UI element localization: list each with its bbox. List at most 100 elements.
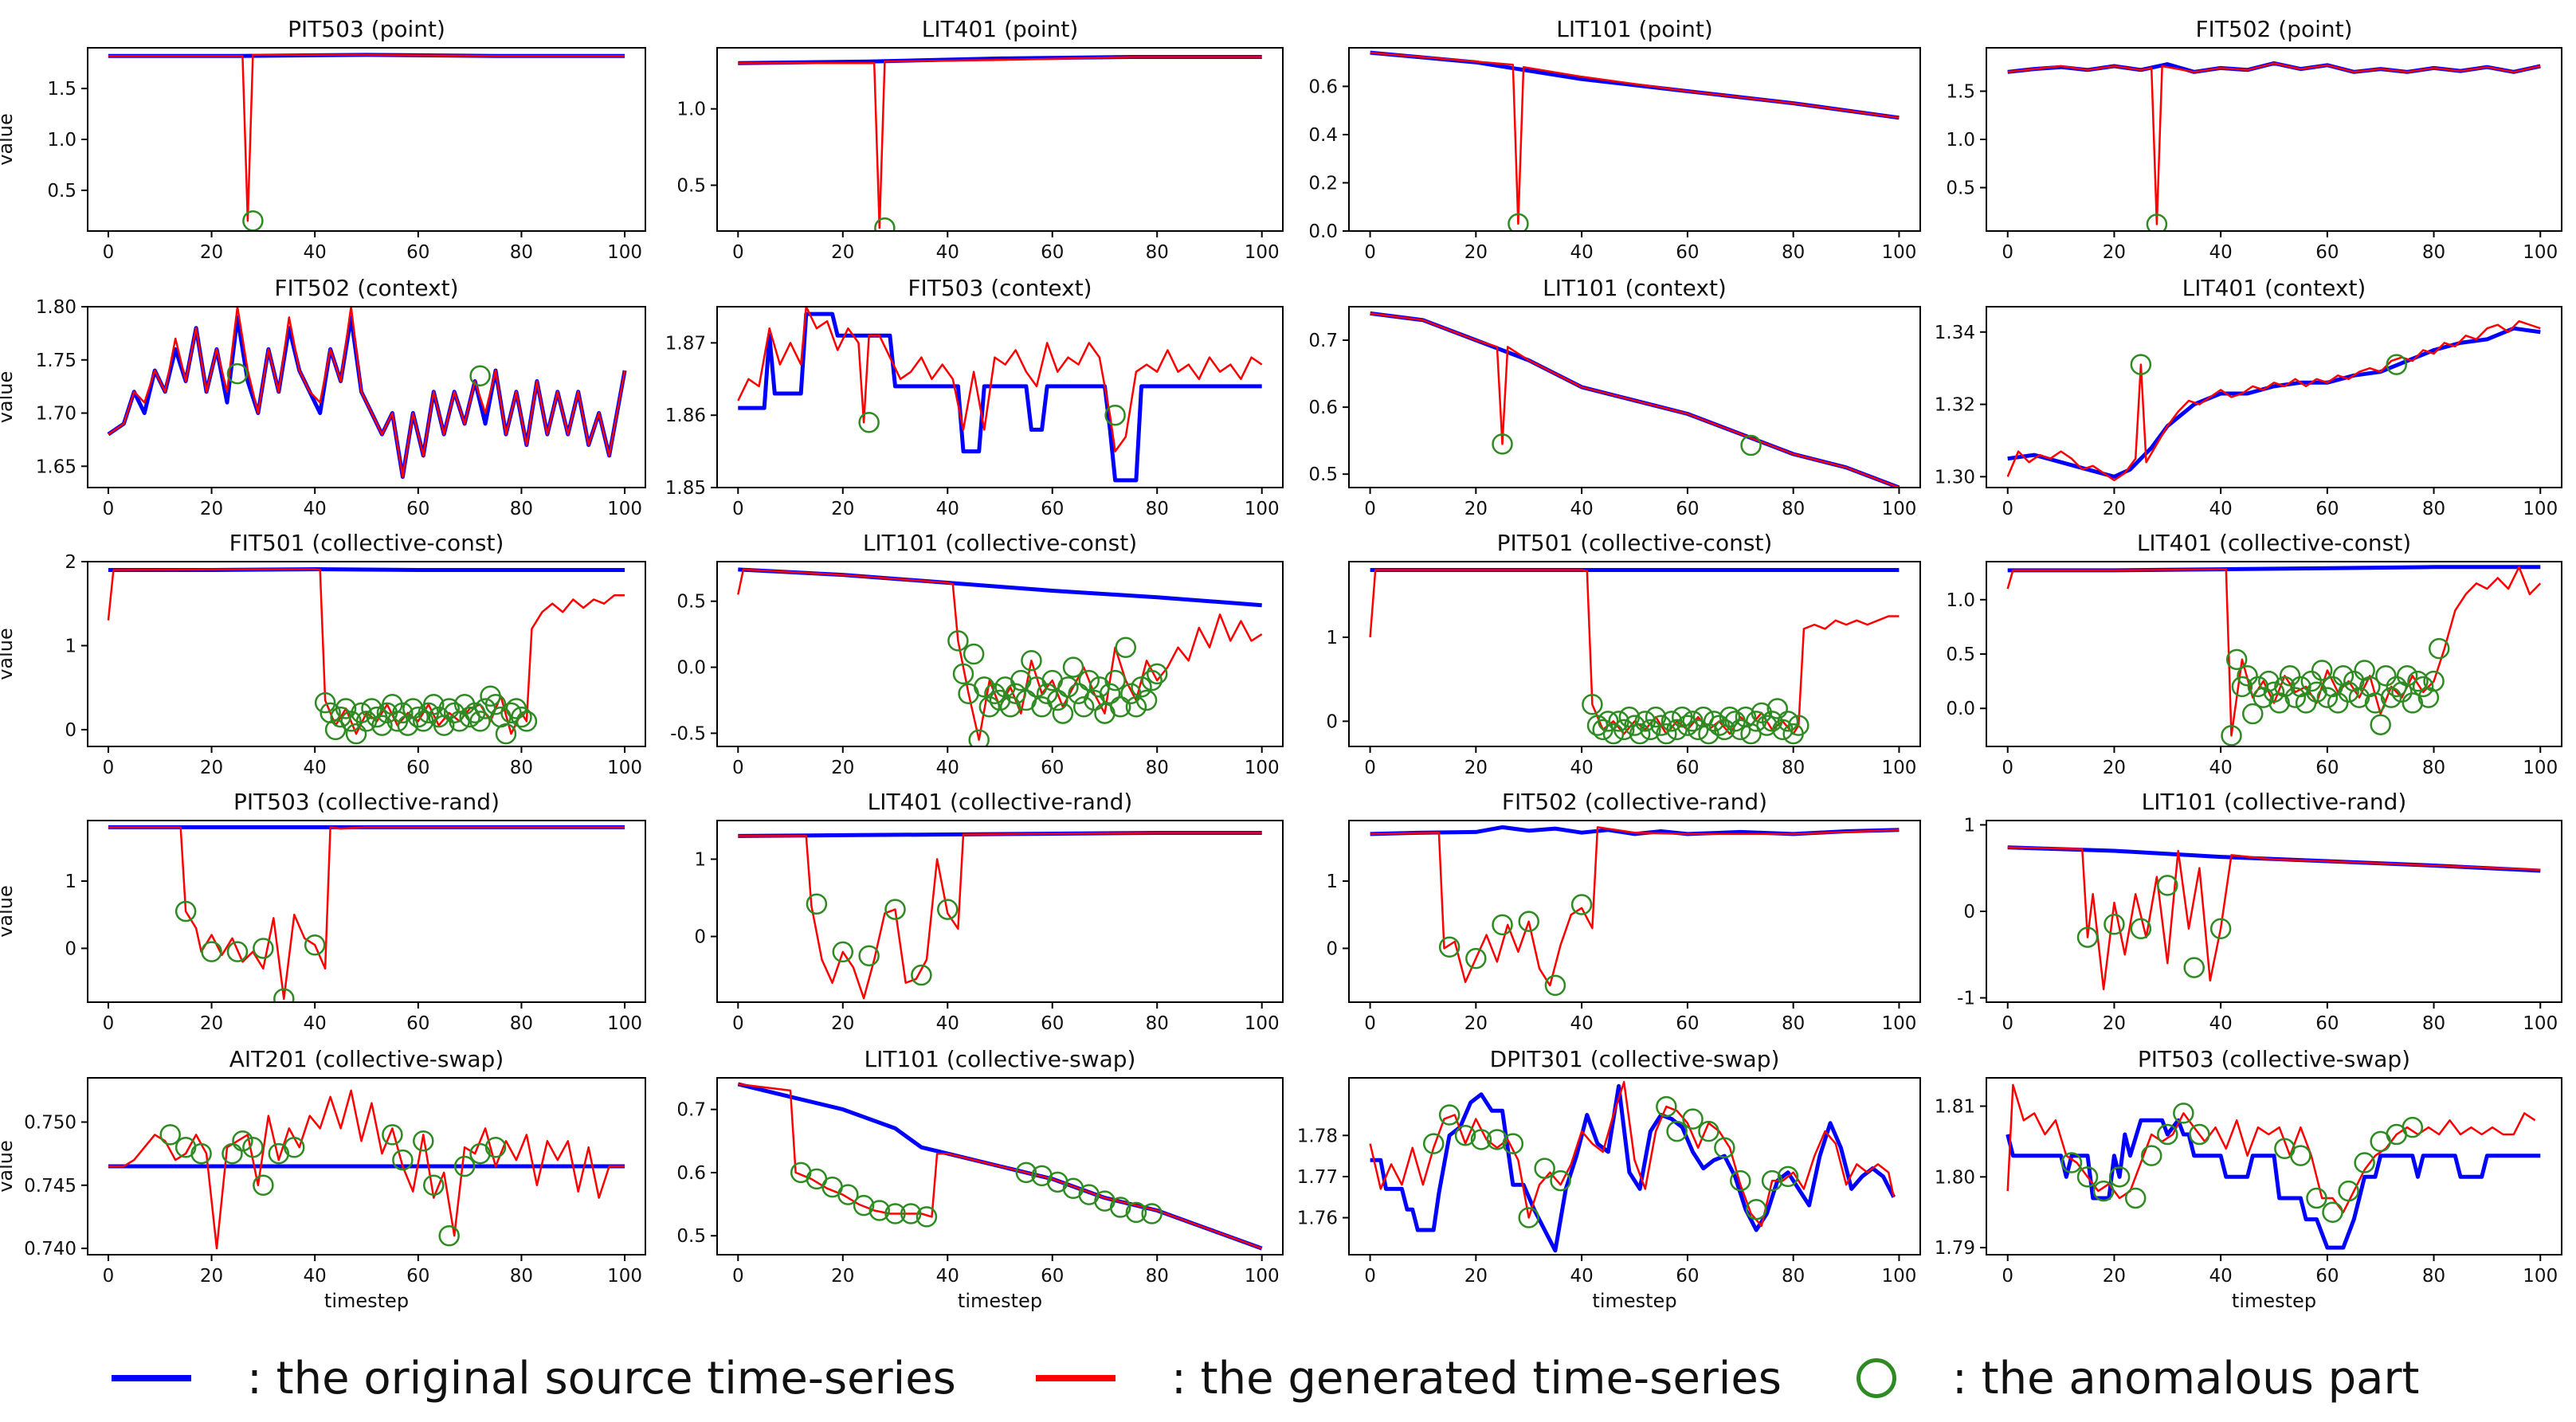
chart-series-group [738,831,1262,1000]
anomaly-marker [1761,1169,1783,1192]
x-tick-label: 60 [1041,499,1064,519]
anomaly-marker [1582,694,1603,715]
anomaly-marker [1656,1095,1677,1118]
anomaly-marker [1057,676,1079,698]
anomaly-marker [253,1174,274,1197]
anomaly-marker [2092,1180,2115,1202]
y-tick-label: 1 [65,872,76,892]
x-tick-label: 80 [2422,1013,2445,1034]
anomaly-marker [453,1155,476,1177]
anomaly-marker [511,706,532,728]
x-tick-label: 100 [1881,1266,1916,1287]
anomaly-marker [423,694,445,715]
x-tick-label: 100 [607,758,642,778]
y-axis-label: value [0,1140,17,1193]
anomaly-marker [2284,687,2306,708]
y-tick-label: 1.0 [676,100,706,120]
anomaly-marker [1099,683,1121,704]
anomaly-marker [2375,665,2397,687]
anomaly-marker [253,938,274,959]
y-tick-label: 0.5 [1308,464,1338,485]
x-tick-label: 40 [936,758,959,778]
x-tick-label: 100 [1245,499,1280,519]
x-tick-label: 20 [200,1013,223,1034]
y-tick-label: 1.85 [665,478,706,499]
anomaly-marker [2060,1152,2083,1173]
chart-title: LIT401 (context) [2182,275,2366,301]
chart-frame [716,306,1284,488]
anomaly-marker [2076,926,2099,948]
anomaly-marker [2402,692,2424,714]
anomaly-marker [2104,914,2125,935]
anomaly-marker [2231,676,2253,698]
y-axis-label: value [0,628,17,680]
x-tick-label: 100 [1245,758,1280,778]
chart-title: PIT503 (collective-swap) [2138,1046,2410,1072]
chart-series-group [108,825,625,1002]
chart-frame [716,1077,1284,1256]
chart-series-group [1369,1080,1896,1253]
y-tick-label: 1.81 [1935,1097,1975,1118]
anomaly-marker [1550,1169,1571,1192]
anomaly-marker [2183,957,2205,978]
y-tick-label: 1.0 [47,130,76,151]
anomaly-marker [1777,711,1799,732]
chart-series-group [737,307,1263,483]
x-tick-label: 60 [406,499,429,519]
chart-frame [1986,47,2562,232]
chart-frame [1348,561,1921,747]
anomaly-marker [242,210,264,231]
anomaly-marker [516,711,538,732]
chart-r2c3: LIT101 (context) 0 20 40 60 80 100 0.5 0.6 0.7 [1308,275,1921,519]
x-tick-label: 20 [831,1013,854,1034]
chart-title: LIT101 (collective-rand) [2142,789,2407,815]
chart-r5c1: AIT201 (collective-swap) 0 20 40 60 80 100 0.74… [0,1046,646,1312]
legend-anomaly-label: : the anomalous part [1952,1352,2420,1404]
x-tick-label: 80 [2422,1266,2445,1287]
chart-r2c1: FIT502 (context) 0 20 40 60 80 100 1.65 1.70 1.75… [0,275,646,519]
anomaly-marker [174,900,197,923]
anomaly-marker [423,1174,445,1197]
anomaly-marker [868,1200,891,1221]
anomaly-marker [2076,1166,2099,1188]
anomaly-marker [2247,676,2269,698]
chart-title: PIT503 (point) [288,16,445,42]
anomaly-marker [2306,1187,2327,1209]
anomaly-marker [2189,1123,2210,1146]
x-tick-label: 60 [1676,499,1699,519]
series-generated-line [108,826,625,1001]
anomaly-marker [1666,1120,1688,1142]
anomaly-marker [1766,698,1788,719]
chart-title: AIT201 (collective-swap) [229,1046,504,1072]
y-tick-label: 1.32 [1935,395,1975,416]
anomaly-marker [1788,715,1809,736]
series-original-line [1370,1083,1896,1253]
chart-series-group [2007,845,2541,990]
x-tick-label: 40 [936,242,959,263]
anomaly-marker [2348,687,2370,708]
chart-title: LIT401 (collective-rand) [868,789,1133,815]
x-tick-label: 0 [2002,1013,2013,1034]
anomaly-marker [1146,663,1168,685]
anomaly-marker [2316,687,2339,708]
x-tick-label: 60 [2315,499,2339,519]
x-tick-label: 0 [732,242,744,263]
x-tick-label: 0 [103,758,115,778]
anomaly-marker [1698,1120,1719,1142]
chart-frame [1348,820,1921,1003]
chart-series-group [737,1082,1263,1251]
chart-title: FIT503 (context) [908,275,1092,301]
x-tick-label: 20 [1464,499,1488,519]
anomaly-marker [382,1124,403,1146]
legend-original-label: : the original source time-series [247,1352,956,1404]
anomaly-marker [1422,1133,1445,1154]
x-tick-label: 100 [607,242,642,263]
anomaly-marker [2338,681,2359,703]
y-tick-label: 0.740 [24,1239,76,1259]
anomaly-marker [495,723,517,745]
anomaly-marker [335,698,357,719]
anomaly-marker [947,630,969,652]
x-tick-label: 20 [831,242,854,263]
chart-series-group [2006,319,2541,482]
chart-series-group [107,307,627,480]
